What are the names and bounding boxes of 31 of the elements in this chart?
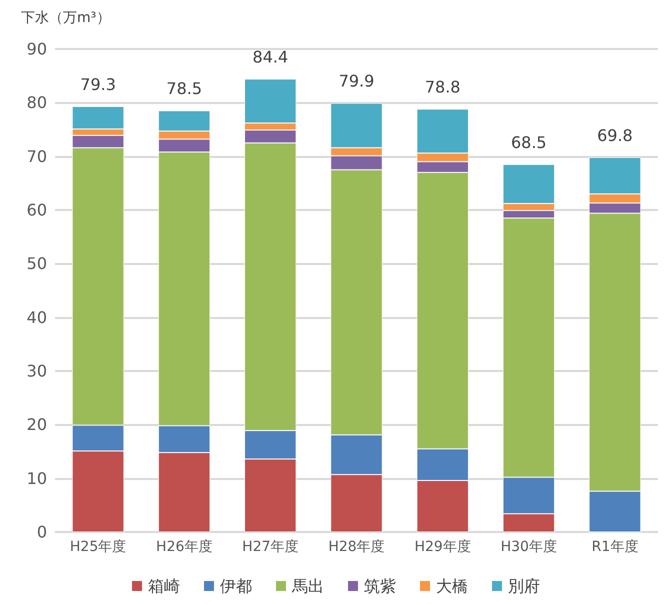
legend-label: 別府 (508, 576, 540, 596)
y-tick-label: 20 (26, 415, 47, 434)
legend-label: 箱崎 (148, 576, 180, 596)
legend-label: 馬出 (291, 576, 324, 596)
legend-label: 伊都 (220, 576, 252, 596)
y-axis-title: 下水（万m³） (21, 10, 110, 26)
x-tick-label: H26年度 (156, 539, 212, 555)
y-tick-label: 70 (26, 146, 47, 166)
y-tick-label: 60 (26, 200, 47, 220)
x-tick-label: H30年度 (500, 539, 557, 555)
y-tick-label: 50 (26, 254, 47, 274)
x-tick-label: H25年度 (70, 539, 126, 555)
total-label: 69.8 (597, 126, 633, 145)
y-tick-label: 40 (26, 308, 47, 327)
y-tick-label: 80 (26, 93, 47, 112)
y-tick-label: 0 (36, 522, 47, 542)
x-tick-label: H29年度 (414, 539, 471, 555)
total-label: 78.8 (424, 78, 460, 97)
y-tick-label: 10 (26, 468, 47, 488)
total-label: 79.3 (80, 74, 116, 94)
x-tick-label: R1年度 (592, 539, 638, 555)
total-label: 79.9 (338, 72, 374, 91)
total-label: 78.5 (166, 79, 202, 98)
total-label: 68.5 (510, 132, 547, 152)
y-tick-label: 30 (26, 362, 47, 380)
x-tick-label: H28年度 (328, 539, 385, 555)
x-tick-label: H27年度 (242, 539, 299, 555)
y-tick-label: 90 (26, 40, 47, 58)
legend-label: 大橋 (436, 576, 468, 596)
legend-label: 筑紫 (364, 576, 396, 596)
total-label: 84.4 (252, 48, 288, 67)
